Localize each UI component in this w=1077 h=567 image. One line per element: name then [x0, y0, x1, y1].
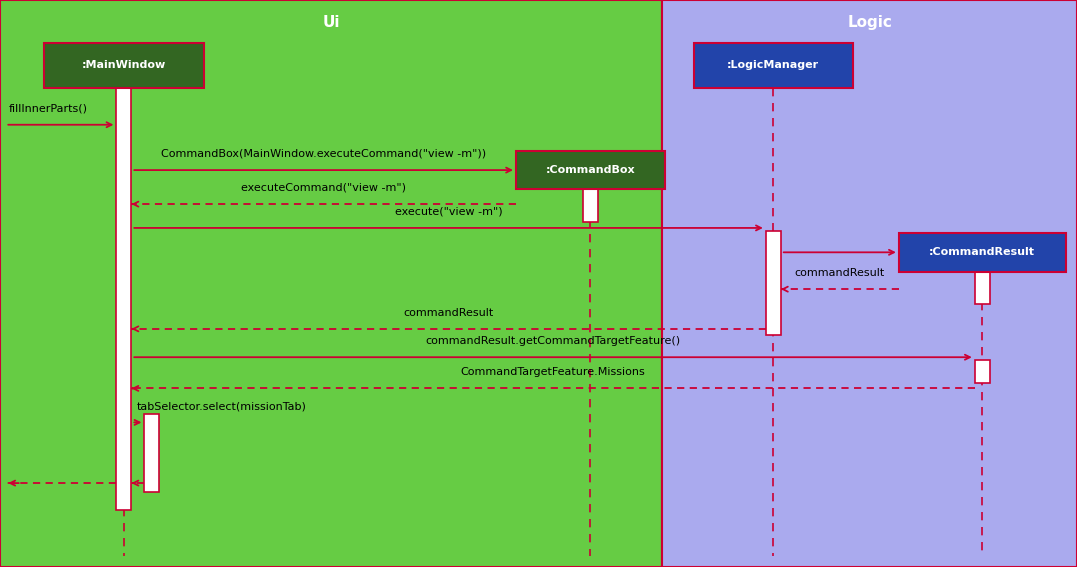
Text: CommandBox(MainWindow.executeCommand("view -m")): CommandBox(MainWindow.executeCommand("vi… [162, 149, 486, 159]
Text: :CommandBox: :CommandBox [545, 165, 635, 175]
Text: executeCommand("view -m"): executeCommand("view -m") [241, 183, 406, 193]
Bar [144, 414, 159, 492]
FancyBboxPatch shape [44, 43, 204, 88]
Bar [116, 88, 131, 510]
Text: fillInnerParts(): fillInnerParts() [9, 103, 87, 113]
Text: commandResult: commandResult [795, 268, 885, 278]
Bar [583, 187, 598, 222]
Bar [975, 360, 990, 383]
Text: commandResult: commandResult [404, 307, 493, 318]
Bar [766, 231, 781, 335]
FancyBboxPatch shape [898, 233, 1066, 272]
Text: :LogicManager: :LogicManager [727, 60, 820, 70]
Text: :MainWindow: :MainWindow [82, 60, 166, 70]
Bar [975, 269, 990, 304]
Text: CommandTargetFeature.Missions: CommandTargetFeature.Missions [461, 367, 645, 377]
Bar [0, 0, 662, 567]
Text: Ui: Ui [322, 15, 340, 30]
FancyBboxPatch shape [694, 43, 853, 88]
FancyBboxPatch shape [516, 151, 665, 189]
Text: execute("view -m"): execute("view -m") [395, 206, 502, 217]
Text: tabSelector.select(missionTab): tabSelector.select(missionTab) [137, 401, 307, 411]
Text: Logic: Logic [848, 15, 892, 30]
Text: :CommandResult: :CommandResult [929, 247, 1035, 257]
Text: commandResult.getCommandTargetFeature(): commandResult.getCommandTargetFeature() [425, 336, 681, 346]
Bar [662, 0, 1077, 567]
